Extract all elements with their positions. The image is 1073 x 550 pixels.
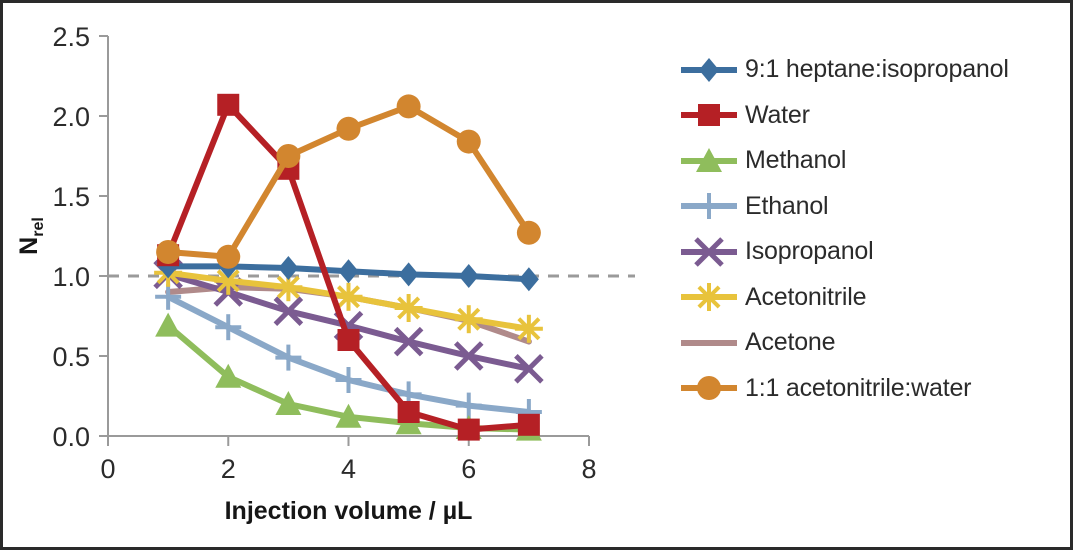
data-marker-asterisk: [517, 317, 541, 341]
legend-swatch-icon-7: [679, 373, 739, 403]
legend-swatch-icon-5: [679, 282, 739, 312]
data-marker-square: [698, 104, 720, 127]
data-marker-circle: [276, 144, 301, 168]
legend-marker-asterisk: [681, 283, 737, 312]
data-marker-asterisk: [216, 269, 240, 293]
legend-swatch-icon-4: [679, 236, 739, 267]
data-marker-diamond: [278, 256, 299, 280]
legend-swatch-icon-3: [679, 191, 739, 221]
data-marker-cross: [273, 296, 304, 326]
data-marker-circle: [516, 220, 541, 245]
legend-item-2[interactable]: Methanol: [679, 138, 1070, 184]
y-tick-label: 1.5: [52, 182, 90, 212]
data-marker-circle: [396, 94, 421, 119]
legend-item-label: Acetone: [745, 328, 836, 357]
data-marker-square: [397, 401, 420, 423]
data-marker-triangle: [335, 403, 362, 428]
data-marker-square: [517, 413, 540, 436]
data-marker-square: [457, 418, 480, 441]
data-marker-cross: [393, 326, 424, 357]
chart-legend: 9:1 heptane:isopropanol Water Methanol E…: [679, 47, 1070, 412]
legend-swatch-icon-2: [679, 146, 739, 176]
data-marker-cross: [694, 236, 724, 267]
series-7: [156, 94, 541, 269]
data-marker-cross: [453, 341, 484, 371]
data-marker-triangle: [275, 391, 302, 415]
y-tick-label: 0.0: [52, 422, 90, 452]
legend-swatch-icon-0: [679, 55, 739, 85]
legend-item-4[interactable]: Isopropanol: [679, 229, 1070, 275]
data-marker-square: [217, 93, 240, 116]
data-marker-diamond: [518, 267, 539, 292]
data-marker-asterisk: [276, 275, 300, 299]
x-tick-label: 6: [461, 454, 476, 484]
data-marker-circle: [336, 116, 361, 141]
legend-item-label: 1:1 acetonitrile:water: [745, 373, 972, 402]
series-3: [155, 283, 542, 425]
legend-marker-diamond: [681, 57, 737, 82]
legend-swatch-icon-1: [679, 100, 739, 130]
y-tick-label: 1.0: [52, 262, 90, 292]
x-tick-label: 4: [341, 454, 356, 484]
y-axis-title-subscript: rel: [30, 217, 47, 237]
data-marker-square: [337, 329, 360, 351]
plot-area: 0.0 0.5 1.0 1.5 2.0 2.5 0 2 4 6 8 Injection volume …: [3, 3, 673, 547]
y-axis-title: Nrel: [15, 217, 47, 255]
legend-item-label: Isopropanol: [745, 237, 874, 266]
data-marker-diamond: [338, 259, 359, 284]
y-axis-title-text: Nrel: [15, 217, 47, 255]
data-marker-asterisk: [397, 296, 421, 320]
data-marker-circle: [697, 376, 721, 401]
data-marker-triangle: [215, 363, 242, 388]
legend-marker-cross: [681, 236, 737, 267]
data-marker-diamond: [398, 262, 419, 287]
legend-item-1[interactable]: Water: [679, 93, 1070, 139]
data-marker-asterisk: [697, 285, 721, 309]
data-marker-asterisk: [457, 307, 481, 331]
x-tick-label: 8: [581, 454, 596, 484]
data-marker-diamond: [699, 57, 719, 82]
legend-item-5[interactable]: Acetonitrile: [679, 275, 1070, 321]
x-axis-title: Injection volume / µL: [225, 497, 473, 525]
legend-item-0[interactable]: 9:1 heptane:isopropanol: [679, 47, 1070, 93]
y-tick-label: 2.0: [52, 102, 90, 132]
legend-item-label: Water: [745, 100, 810, 129]
data-marker-triangle: [155, 312, 182, 337]
legend-swatch-icon-6: [679, 328, 739, 358]
data-marker-diamond: [458, 264, 479, 288]
x-tick-label: 2: [221, 454, 236, 484]
data-marker-triangle: [696, 147, 722, 172]
legend-marker-circle: [681, 376, 737, 401]
y-tick-label: 2.5: [52, 22, 90, 52]
x-tick-label: 0: [100, 454, 115, 484]
legend-item-label: Methanol: [745, 146, 847, 175]
legend-item-label: Acetonitrile: [745, 282, 867, 311]
legend-item-7[interactable]: 1:1 acetonitrile:water: [679, 366, 1070, 412]
legend-marker-square: [681, 104, 737, 127]
legend-item-label: Ethanol: [745, 191, 829, 220]
data-marker-asterisk: [337, 285, 360, 309]
line-chart-svg: 0.0 0.5 1.0 1.5 2.0 2.5 0 2 4 6 8 Injection volume …: [15, 22, 635, 525]
data-marker-circle: [216, 244, 241, 269]
data-marker-circle: [456, 129, 481, 154]
legend-marker-plus: [681, 193, 737, 220]
legend-item-label: 9:1 heptane:isopropanol: [745, 55, 1009, 84]
data-marker-cross: [514, 354, 544, 384]
legend-marker-triangle: [681, 147, 737, 172]
data-marker-circle: [156, 240, 181, 264]
y-tick-label: 0.5: [52, 342, 90, 372]
legend-item-3[interactable]: Ethanol: [679, 184, 1070, 230]
legend-item-6[interactable]: Acetone: [679, 320, 1070, 366]
